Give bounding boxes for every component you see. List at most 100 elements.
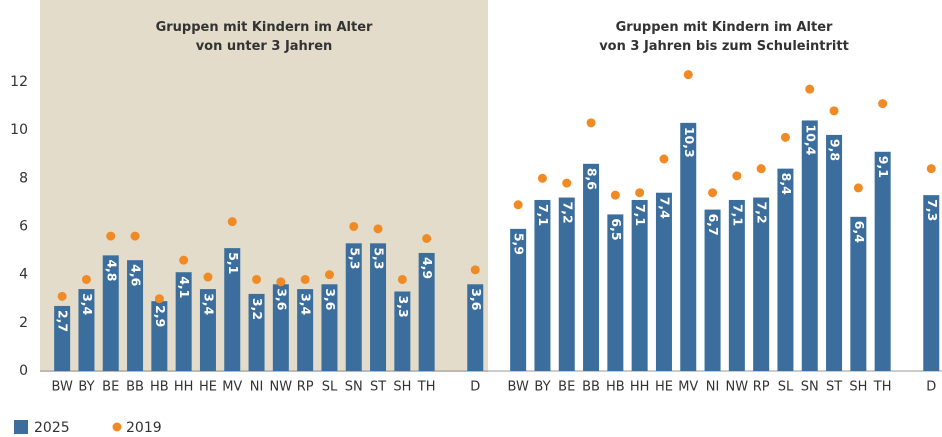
dot <box>81 274 91 284</box>
dot <box>756 164 766 174</box>
bar <box>297 289 314 371</box>
x-tick-label: BE <box>558 380 575 395</box>
x-tick-label: TH <box>873 380 892 395</box>
dot <box>805 84 815 94</box>
bar <box>248 293 265 371</box>
dot <box>610 190 620 200</box>
data-label: 10,3 <box>682 127 697 158</box>
data-label: 4,1 <box>177 276 192 298</box>
bar <box>345 243 362 371</box>
data-label: 8,4 <box>779 173 794 195</box>
data-label: 4,9 <box>420 257 435 279</box>
x-tick-label: MV <box>222 380 242 395</box>
data-label: 4,6 <box>129 264 144 286</box>
dot <box>227 217 237 227</box>
x-tick-label: ST <box>370 380 386 395</box>
bar <box>127 260 144 371</box>
bar <box>394 291 411 371</box>
bar <box>510 228 527 371</box>
dot <box>470 265 480 275</box>
bar <box>777 168 794 371</box>
dot <box>513 200 523 210</box>
legend-label: 2025 <box>34 420 70 436</box>
data-label: 2,9 <box>153 305 168 327</box>
data-label: 3,6 <box>274 288 289 310</box>
y-tick-label: 10 <box>10 122 28 138</box>
dot <box>57 291 67 301</box>
dot <box>106 231 116 241</box>
dot <box>154 294 164 304</box>
bar <box>418 252 435 371</box>
bar <box>175 272 192 371</box>
dot <box>683 70 693 80</box>
bar <box>728 199 745 371</box>
x-tick-label: RP <box>297 380 314 395</box>
bar <box>78 289 95 371</box>
bar <box>534 199 551 371</box>
bar <box>199 289 216 371</box>
dot <box>562 178 572 188</box>
x-tick-label: NW <box>726 380 749 395</box>
x-tick-label: NW <box>270 380 293 395</box>
dot <box>708 188 718 198</box>
y-tick-label: 0 <box>19 363 28 379</box>
data-label: 7,2 <box>560 202 575 224</box>
data-label: 3,4 <box>80 293 95 315</box>
bar <box>680 122 697 371</box>
x-tick-label: TH <box>417 380 436 395</box>
x-tick-label: BB <box>126 380 144 395</box>
dot <box>537 173 547 183</box>
bar <box>631 199 648 371</box>
x-tick-label: BY <box>534 380 550 395</box>
x-tick-label: SL <box>322 380 338 395</box>
bar <box>54 305 71 371</box>
bar <box>224 248 241 371</box>
x-tick-label: SN <box>345 380 363 395</box>
x-tick-label: BB <box>582 380 600 395</box>
x-tick-label: MV <box>678 380 698 395</box>
x-tick-label: HH <box>174 380 194 395</box>
bar <box>583 163 600 371</box>
y-tick-label: 8 <box>19 170 28 186</box>
bar <box>826 134 843 371</box>
bar <box>102 255 119 371</box>
dot <box>349 221 359 231</box>
bar <box>874 151 891 371</box>
x-tick-label: BY <box>78 380 94 395</box>
y-tick-label: 4 <box>19 267 28 283</box>
data-label: 6,5 <box>609 218 624 240</box>
x-tick-label: RP <box>753 380 770 395</box>
y-tick-label: 12 <box>10 74 28 90</box>
data-label: 10,4 <box>803 124 818 155</box>
bar <box>151 301 168 371</box>
panel-title: Gruppen mit Kindern im Alter von unter 3… <box>155 20 373 54</box>
legend-swatch <box>112 422 122 432</box>
data-label: 6,4 <box>852 221 867 243</box>
dot <box>780 132 790 142</box>
bar <box>850 216 867 371</box>
x-tick-label: HH <box>630 380 650 395</box>
bar <box>370 243 387 371</box>
x-tick-label: BW <box>507 380 528 395</box>
data-label: 7,2 <box>755 202 770 224</box>
data-label: 7,1 <box>536 204 551 226</box>
x-tick-label: D <box>926 380 936 395</box>
x-tick-label: HE <box>655 380 673 395</box>
data-label: 3,6 <box>469 288 484 310</box>
data-label: 3,3 <box>396 296 411 318</box>
x-tick-label: ST <box>826 380 842 395</box>
bar <box>607 214 624 371</box>
dot <box>300 274 310 284</box>
bar <box>321 284 338 371</box>
dot <box>732 171 742 181</box>
bar <box>923 195 940 371</box>
data-label: 3,2 <box>250 298 265 320</box>
data-label: 9,1 <box>876 156 891 178</box>
dot <box>373 224 383 234</box>
x-tick-label: NI <box>706 380 720 395</box>
data-label: 7,3 <box>925 199 940 221</box>
bar <box>467 284 484 371</box>
x-tick-label: HB <box>150 380 169 395</box>
